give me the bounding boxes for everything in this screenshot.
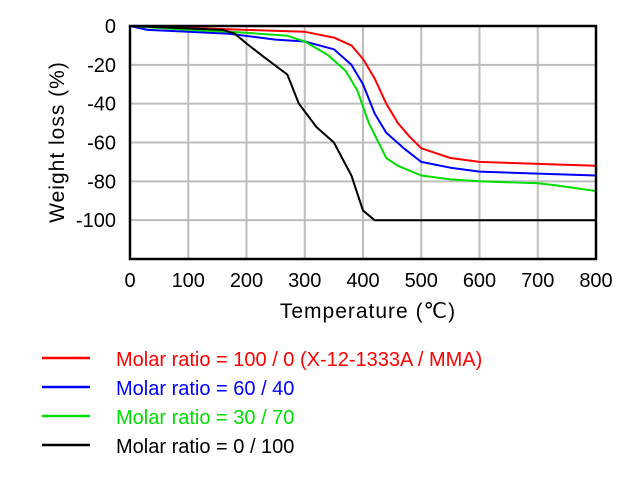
legend-label: Molar ratio = 0 / 100 <box>116 436 294 458</box>
series-line-0 <box>129 25 597 167</box>
x-tick-label: 800 <box>579 270 612 292</box>
x-tick-label: 300 <box>288 270 321 292</box>
series-line-3 <box>129 25 596 222</box>
plot-frame <box>128 24 598 261</box>
series-line-1 <box>129 25 597 177</box>
x-tick-label: 0 <box>124 270 135 292</box>
x-tick-label: 200 <box>230 270 263 292</box>
y-tick-label: -60 <box>87 133 116 155</box>
y-axis-label: Weight loss (%) <box>46 61 69 223</box>
legend-label: Molar ratio = 30 / 70 <box>116 407 294 429</box>
y-tick-label: -100 <box>76 210 116 232</box>
y-tick-label: -80 <box>87 171 116 193</box>
legend: Molar ratio = 100 / 0 (X-12-1333A / MMA)… <box>42 349 482 458</box>
series-line-2 <box>129 25 597 192</box>
y-tick-label: 0 <box>105 16 116 38</box>
x-tick-label: 100 <box>172 270 205 292</box>
y-tick-label: -40 <box>87 94 116 116</box>
x-tick-label: 600 <box>463 270 496 292</box>
x-tick-label: 400 <box>346 270 379 292</box>
x-axis-label: Temperature (℃) <box>280 300 456 323</box>
legend-label: Molar ratio = 60 / 40 <box>116 378 294 400</box>
y-tick-label: -20 <box>87 55 116 77</box>
x-tick-label: 500 <box>405 270 438 292</box>
x-tick-label: 700 <box>521 270 554 292</box>
legend-label: Molar ratio = 100 / 0 (X-12-1333A / MMA) <box>116 349 482 371</box>
